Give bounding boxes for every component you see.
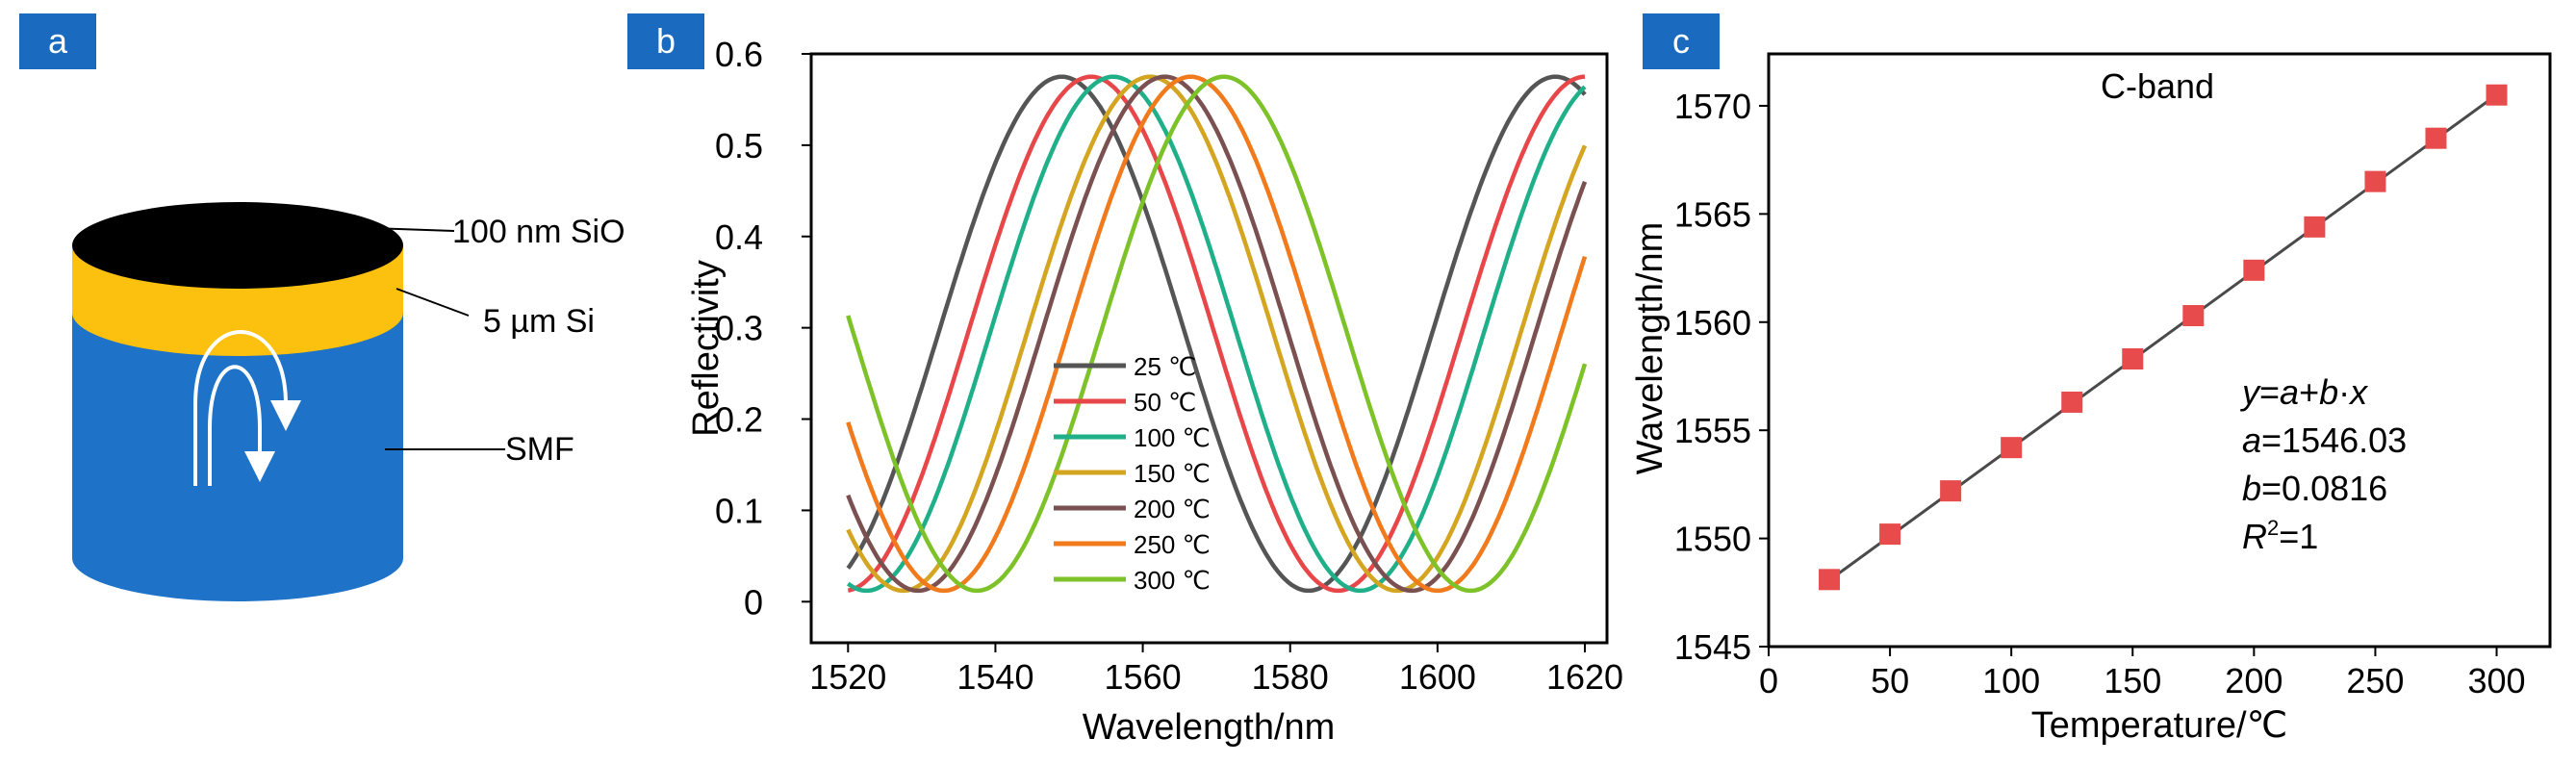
c-x-tick-label: 200 (2225, 661, 2283, 700)
fit-r-squared: R2=1 (2242, 516, 2318, 556)
c-x-tick-label: 250 (2346, 661, 2404, 700)
c-plot-frame (1767, 52, 2552, 649)
data-point (2061, 391, 2083, 413)
fit-b-value: b=0.0816 (2242, 469, 2387, 508)
fit-a-value: a=1546.03 (2242, 420, 2407, 460)
c-y-axis-title: Wavelength/nm (1630, 222, 1671, 475)
reflectivity-chart: 1520 1540 1560 1580 1600 1620 0 0.1 0.2 0.3 0.4 0.5… (686, 35, 1623, 748)
c-y-tick-label: 1550 (1674, 520, 1751, 559)
c-x-tick-label: 100 (1982, 661, 2040, 700)
legend-label-1: 50 ℃ (1134, 388, 1196, 417)
fiber-schematic: 100 nm SiO2 5 µm Si SMF (72, 202, 625, 601)
reflectivity-y-tick-label: 0.1 (715, 491, 763, 530)
legend-label-6: 300 ℃ (1134, 566, 1211, 595)
reflectivity-x-tick-label: 1600 (1399, 657, 1476, 697)
reflectivity-series-0 (846, 74, 1587, 594)
reflectivity-series-3 (846, 74, 1588, 594)
data-point (2243, 259, 2265, 281)
c-y-tick-label: 1565 (1674, 194, 1751, 234)
c-y-tick-label: 1560 (1674, 303, 1751, 343)
reflectivity-plot-frame (809, 52, 1609, 645)
panel-c-tag: c (1643, 13, 1720, 69)
data-point (2001, 437, 2023, 459)
reflectivity-y-tick-label: 0.3 (715, 309, 763, 348)
c-x-tick-label: 300 (2467, 661, 2525, 700)
data-point (2122, 347, 2144, 369)
c-x-tick-label: 0 (1759, 661, 1778, 700)
c-x-axis-title: Temperature/℃ (2031, 705, 2288, 746)
reflectivity-x-tick-label: 1540 (956, 657, 1033, 697)
si-leader-line (395, 288, 470, 317)
reflectivity-y-tick-label: 0.2 (715, 400, 763, 440)
legend-label-3: 150 ℃ (1134, 459, 1211, 488)
reflectivity-legend: 25 ℃ 50 ℃ 100 ℃ 150 ℃ 200 ℃ 250 ℃ 300 ℃ (1054, 352, 1211, 595)
c-y-tick-label: 1555 (1674, 411, 1751, 450)
reflectivity-x-tick-label: 1620 (1546, 657, 1623, 697)
data-point (1819, 569, 1841, 591)
reflectivity-x-tick-label: 1560 (1105, 657, 1182, 697)
c-y-tick-label: 1570 (1674, 87, 1751, 126)
panel-b-tag: b (627, 13, 704, 69)
c-chart-title: C-band (2101, 66, 2214, 106)
reflectivity-x-tick-label: 1580 (1252, 657, 1329, 697)
legend-label-0: 25 ℃ (1134, 352, 1196, 381)
sio2-leader-line (370, 227, 455, 232)
data-point (2364, 170, 2386, 192)
c-x-tick-label: 50 (1871, 661, 1909, 700)
c-x-tick-label: 150 (2104, 661, 2161, 700)
reflectivity-series-5 (846, 74, 1588, 594)
legend-label-4: 200 ℃ (1134, 495, 1211, 523)
data-point (2425, 127, 2447, 149)
reflectivity-y-tick-label: 0 (744, 582, 763, 622)
fit-equation: y=a+b·x (2239, 372, 2369, 412)
data-point (2182, 305, 2205, 327)
fiber-core (72, 313, 403, 601)
sio2-top-face (72, 202, 403, 289)
si-label: 5 µm Si (483, 303, 595, 340)
fit-line (1828, 93, 2498, 582)
reflectivity-y-tick-label: 0.5 (715, 126, 763, 166)
reflectivity-series-2 (846, 74, 1587, 594)
reflectivity-x-tick-label: 1520 (809, 657, 886, 697)
reflectivity-y-tick-label: 0.6 (715, 35, 763, 74)
reflectivity-x-axis-title: Wavelength/nm (1083, 707, 1336, 748)
data-point (2486, 84, 2508, 106)
reflectivity-y-tick-label: 0.4 (715, 217, 763, 257)
reflectivity-series-6 (846, 74, 1588, 594)
c-plot-area (1819, 84, 2508, 591)
reflectivity-series-4 (846, 74, 1588, 594)
sio2-label: 100 nm SiO2 (452, 214, 625, 255)
data-point (1879, 523, 1901, 546)
light-path-arrow-outer (193, 330, 301, 486)
legend-label-5: 250 ℃ (1134, 530, 1211, 559)
smf-label: SMF (505, 431, 574, 468)
data-point (2304, 216, 2326, 238)
c-y-tick-label: 1545 (1674, 627, 1751, 667)
data-point (1940, 480, 1962, 502)
reflectivity-y-axis-title: Reflectivity (686, 260, 727, 437)
legend-label-2: 100 ℃ (1134, 423, 1211, 452)
reflectivity-plot-area (846, 74, 1588, 594)
light-path-arrow-inner (208, 365, 275, 486)
reflectivity-series-1 (847, 74, 1586, 594)
panel-a-tag: a (19, 13, 96, 69)
